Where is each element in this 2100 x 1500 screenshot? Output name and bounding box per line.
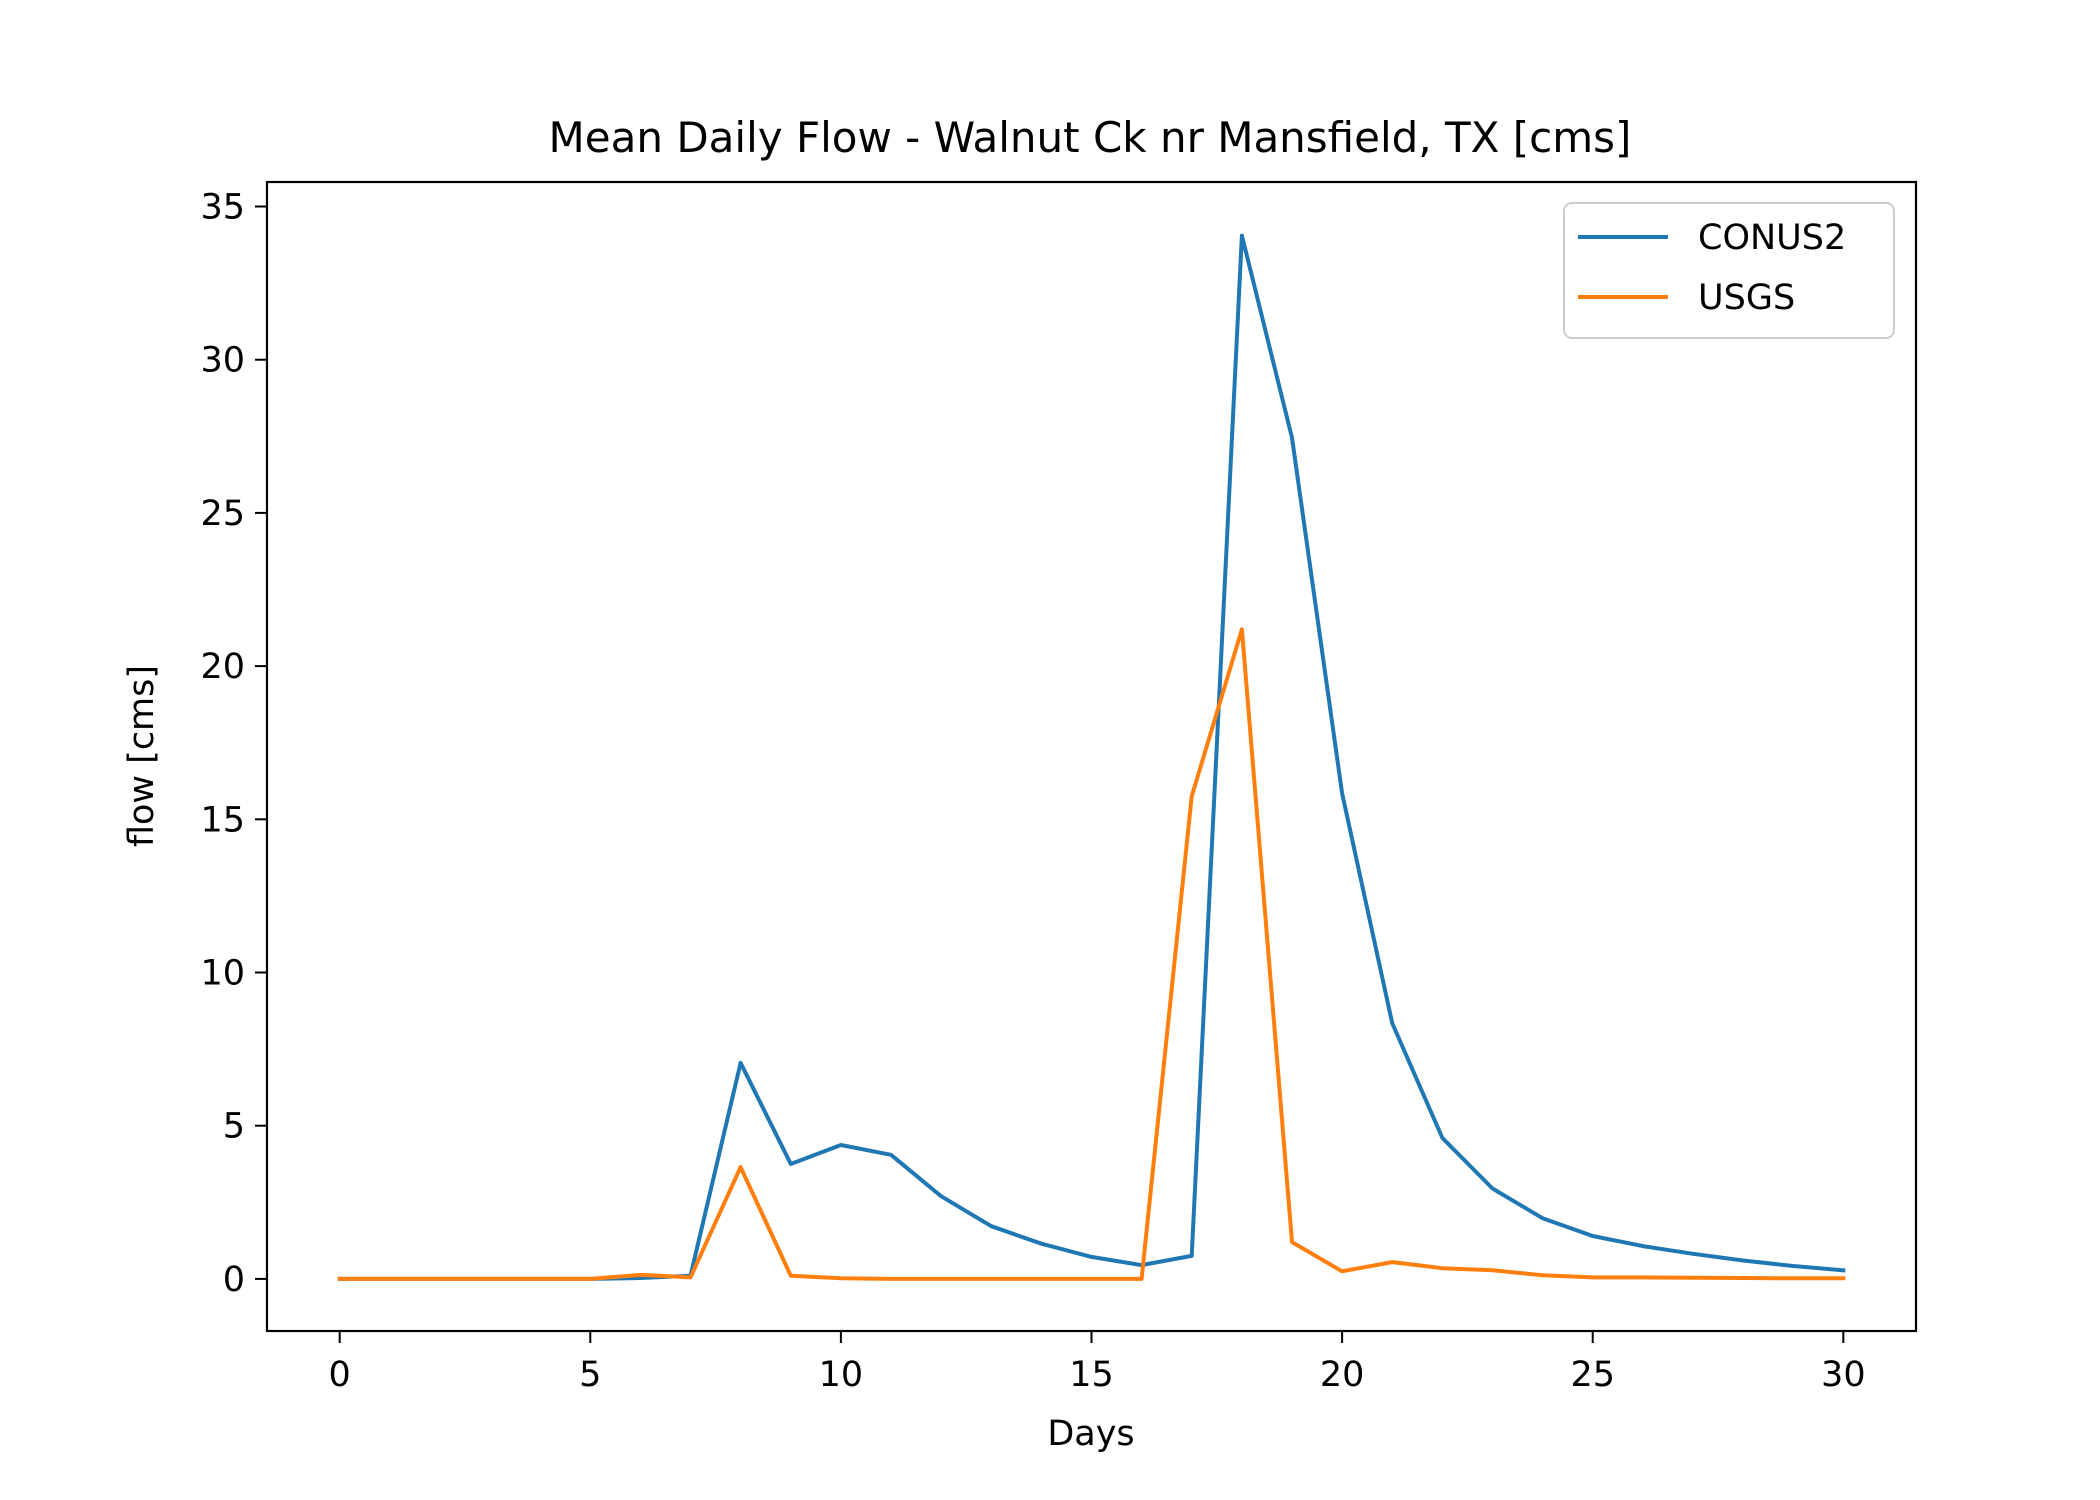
- series-line-conus2: [337, 233, 1846, 1281]
- x-tick-label: 15: [1069, 1355, 1114, 1395]
- y-tick-label: 15: [200, 800, 245, 840]
- y-tick-label: 30: [200, 341, 245, 381]
- y-axis: 0 5 10 15 20 25 30 35: [200, 188, 267, 1300]
- x-tick-label: 0: [329, 1355, 351, 1395]
- y-tick-label: 35: [200, 188, 245, 228]
- x-axis-label: Days: [1047, 1414, 1134, 1454]
- x-tick-label: 30: [1821, 1355, 1866, 1395]
- x-tick-label: 10: [819, 1355, 864, 1395]
- legend-label-usgs: USGS: [1698, 278, 1795, 318]
- y-tick-label: 25: [200, 494, 245, 534]
- chart-title: Mean Daily Flow - Walnut Ck nr Mansfield…: [549, 113, 1632, 162]
- legend-label-conus2: CONUS2: [1698, 218, 1846, 258]
- y-tick-label: 0: [223, 1260, 245, 1300]
- x-tick-label: 5: [579, 1355, 601, 1395]
- x-axis: 0 5 10 15 20 25 30: [329, 1331, 1866, 1395]
- y-tick-label: 20: [200, 647, 245, 687]
- series-line-usgs: [337, 627, 1846, 1281]
- plot-area: [337, 233, 1846, 1281]
- x-tick-label: 25: [1570, 1355, 1615, 1395]
- y-axis-label: flow [cms]: [122, 665, 162, 847]
- y-tick-label: 10: [200, 954, 245, 994]
- legend: CONUS2 USGS: [1563, 202, 1895, 339]
- y-tick-label: 5: [223, 1107, 245, 1147]
- x-tick-label: 20: [1320, 1355, 1365, 1395]
- axes-frame: [265, 180, 1918, 1333]
